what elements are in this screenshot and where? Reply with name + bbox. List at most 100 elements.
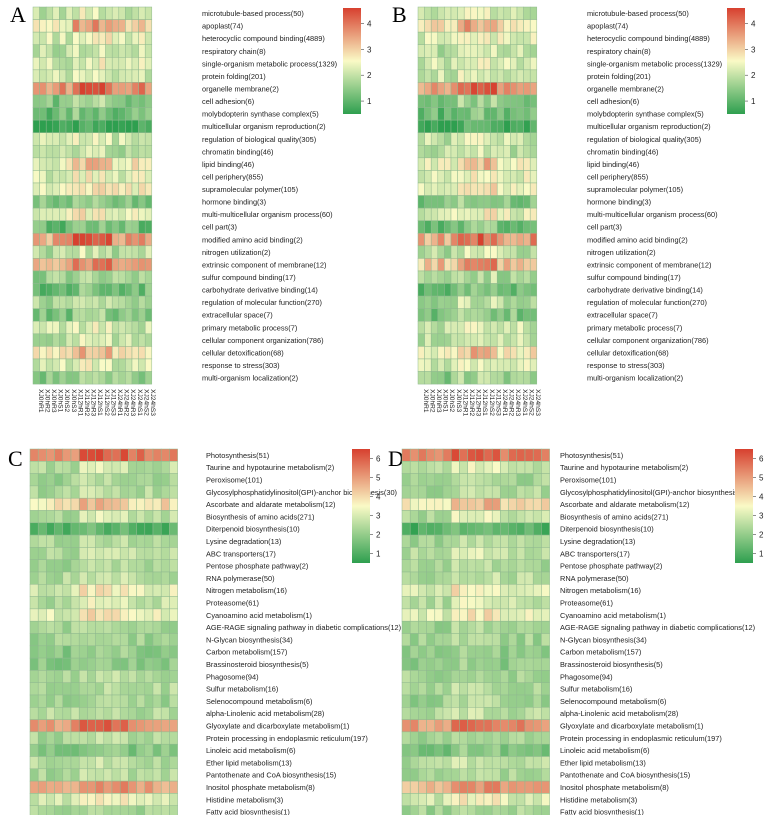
heatmap-cell [434, 756, 444, 770]
heatmap-cell [87, 497, 96, 511]
heatmap-cell [85, 270, 93, 284]
heatmap-cell [529, 358, 538, 372]
heatmap-cell [475, 780, 485, 794]
heatmap-cell [503, 371, 511, 385]
heatmap-cell [508, 793, 518, 806]
heatmap-cell [524, 559, 534, 573]
row-label: AGE-RAGE signaling pathway in diabetic c… [206, 623, 401, 632]
heatmap-cell [131, 145, 139, 159]
heatmap-cell [483, 207, 491, 221]
heatmap-cell [54, 657, 64, 671]
heatmap-cell [32, 295, 40, 309]
heatmap-cell [516, 170, 524, 184]
heatmap-cell [444, 220, 452, 234]
heatmap-cell [32, 44, 40, 58]
heatmap-cell [532, 731, 542, 745]
heatmap-cell [418, 596, 427, 610]
heatmap-cell [136, 559, 146, 573]
heatmap-cell [160, 719, 170, 733]
heatmap-cell [144, 620, 154, 634]
heatmap-cell [516, 719, 526, 733]
heatmap-cell [477, 19, 485, 33]
heatmap-cell [70, 756, 80, 770]
heatmap-cell [87, 608, 96, 622]
heatmap-cell [54, 571, 64, 585]
heatmap-cell [65, 19, 73, 33]
heatmap-cell [524, 522, 534, 536]
heatmap-cell [119, 743, 129, 757]
heatmap-cell [523, 270, 531, 284]
heatmap-cell [496, 82, 505, 96]
heatmap-cell [72, 19, 80, 33]
heatmap-cell [160, 448, 170, 462]
heatmap-cell [87, 743, 96, 757]
heatmap-cell [430, 94, 439, 108]
heatmap-cell [430, 308, 439, 322]
heatmap-cell [105, 270, 113, 284]
heatmap-cell [529, 270, 538, 284]
heatmap-cell [118, 195, 126, 209]
heatmap-cell [463, 270, 472, 284]
heatmap-cell [32, 132, 40, 146]
heatmap-cell [152, 485, 162, 499]
heatmap-cell [508, 485, 518, 499]
heatmap-cell [467, 534, 477, 548]
heatmap-cell [103, 559, 113, 573]
heatmap-cell [32, 31, 40, 45]
colorbar-tick-label: 1 [751, 97, 756, 106]
heatmap-cell [46, 645, 55, 659]
heatmap-cell [459, 768, 468, 782]
heatmap-cell [444, 308, 452, 322]
heatmap-cell [470, 295, 478, 309]
heatmap-cell [45, 333, 54, 347]
heatmap-cell [65, 107, 73, 121]
heatmap-cell [70, 559, 80, 573]
heatmap-cell [111, 207, 120, 221]
column-label: XJ0hR2 [428, 389, 435, 413]
heatmap-cell [138, 69, 146, 83]
heatmap-cell [105, 308, 113, 322]
heatmap-cell [87, 633, 96, 647]
heatmap-cell [105, 6, 113, 20]
heatmap-cell [477, 346, 485, 360]
heatmap-cell [92, 94, 100, 108]
heatmap-cell [426, 645, 436, 659]
heatmap-cell [523, 19, 531, 33]
heatmap-cell [450, 220, 458, 234]
heatmap-cell [417, 57, 425, 71]
heatmap-cell [85, 157, 93, 171]
heatmap-cell [144, 571, 154, 585]
heatmap-cell [417, 358, 425, 372]
heatmap-cell [29, 559, 39, 573]
heatmap-cell [430, 107, 439, 121]
heatmap-cell [434, 485, 444, 499]
heatmap-cell [532, 657, 542, 671]
heatmap-cell [160, 633, 170, 647]
heatmap-cell [131, 82, 139, 96]
heatmap-cell [144, 346, 153, 360]
row-label: Pantothenate and CoA biosynthesis(15) [560, 771, 690, 780]
heatmap-cell [523, 132, 531, 146]
heatmap-cell [45, 94, 54, 108]
heatmap-cell [128, 719, 137, 733]
heatmap-cell [503, 145, 511, 159]
heatmap-cell [457, 182, 465, 196]
row-label: Linoleic acid metabolism(6) [206, 746, 296, 755]
colorbar-tick-label: 3 [759, 512, 764, 521]
heatmap-cell [459, 584, 468, 597]
heatmap-cell [72, 283, 80, 297]
heatmap-cell [437, 245, 445, 259]
heatmap-cell [65, 295, 73, 309]
heatmap-cell [418, 670, 427, 683]
heatmap-cell [450, 308, 458, 322]
heatmap-cell [475, 756, 485, 770]
heatmap-cell [523, 207, 531, 221]
heatmap-cell [111, 448, 121, 462]
heatmap-cell [128, 645, 137, 659]
heatmap-cell [459, 694, 468, 708]
heatmap-cell [45, 69, 54, 83]
heatmap-cell [470, 233, 478, 247]
heatmap-cell [510, 94, 518, 108]
row-label: Lysine degradation(13) [560, 537, 635, 546]
